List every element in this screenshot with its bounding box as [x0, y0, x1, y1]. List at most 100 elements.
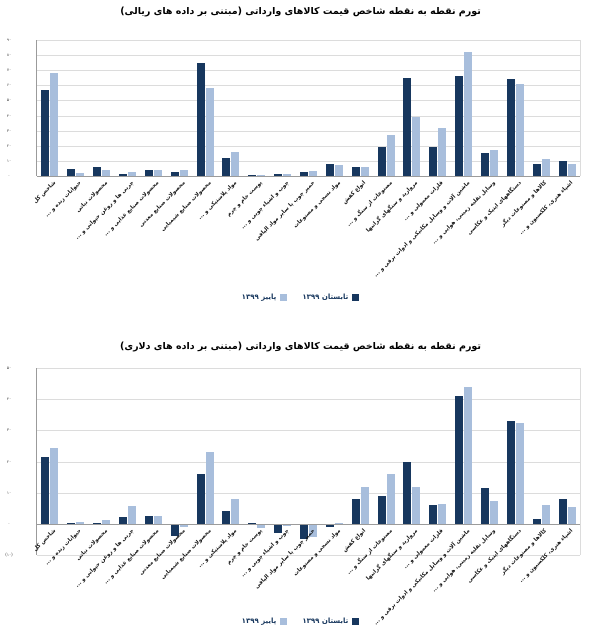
- bar-autumn-c6: [205, 452, 214, 524]
- bar-autumn-c15: [438, 127, 447, 176]
- bar-summer-c19: [532, 519, 541, 524]
- bar-autumn-c16: [464, 386, 473, 524]
- gridline: [37, 70, 580, 72]
- gridline: [37, 85, 580, 87]
- legend-swatch: [280, 617, 288, 625]
- x-category-label: انواع کفش: [342, 528, 368, 554]
- bar-autumn-c2: [102, 169, 111, 176]
- bar-autumn-c17: [490, 149, 498, 176]
- legend-item: تابستان ۱۳۹۹: [302, 617, 360, 625]
- gridline: [37, 40, 580, 41]
- legend: پاییز ۱۳۹۹ تابستان ۱۳۹۹: [0, 617, 601, 625]
- bar-autumn-c18: [515, 83, 524, 176]
- bar-autumn-c8: [257, 525, 266, 528]
- x-category-label: کالاها و مصنوعات دیگر: [500, 528, 549, 576]
- bar-summer-c7: [222, 510, 231, 524]
- chart-dollar-based: تورم نقطه به نقطه شاخص قیمت کالاهای وارد…: [0, 330, 601, 640]
- bar-summer-c4: [144, 515, 153, 524]
- bar-summer-c6: [196, 62, 205, 176]
- bar-summer-c2: [93, 522, 102, 524]
- plot-area: ۰ ۱۰ ۲۰ ۳۰ ۴۰ ۵۰ ۶۰ ۷۰ ۸۰ ۹۰ شاخص کل حیوانات زنده و…: [7, 38, 581, 278]
- bar-summer-c0: [41, 89, 50, 176]
- legend-item: تابستان ۱۳۹۹: [302, 293, 360, 301]
- bar-autumn-c3: [128, 172, 136, 176]
- y-tick-label: ۴۰: [6, 112, 12, 118]
- bar-autumn-c7: [231, 151, 240, 176]
- bar-summer-c8: [248, 523, 257, 524]
- y-tick-label: ۵۰: [6, 365, 12, 370]
- bar-autumn-c12: [360, 166, 369, 176]
- bar-summer-c10: [300, 172, 308, 176]
- gridline: [37, 160, 580, 162]
- y-tick-label: ۱۰: [6, 489, 12, 495]
- y-tick-label: ۸۰: [6, 52, 12, 58]
- bar-summer-c18: [506, 421, 515, 524]
- bar-summer-c16: [455, 76, 464, 176]
- y-tick-label: ۶۰: [6, 82, 12, 88]
- bar-summer-c11: [325, 525, 334, 527]
- legend-item: پاییز ۱۳۹۹: [242, 617, 288, 625]
- gridline: [37, 55, 580, 57]
- bar-summer-c15: [429, 505, 438, 524]
- x-category-label: ماشین آلات و وسایل مکانیکی و ادوات برقی …: [372, 528, 471, 627]
- bar-autumn-c16: [464, 52, 473, 176]
- y-tick-label: ۲۰: [6, 142, 12, 148]
- bar-autumn-c6: [205, 88, 214, 176]
- bar-autumn-c9: [283, 525, 292, 527]
- bar-summer-c7: [222, 157, 231, 176]
- bar-autumn-c12: [360, 486, 369, 524]
- gridline: [37, 461, 580, 463]
- bar-summer-c16: [455, 396, 464, 524]
- chart-rial-based: تورم نقطه به نقطه شاخص قیمت کالاهای وارد…: [7, 6, 581, 301]
- legend-item: پاییز ۱۳۹۹: [242, 293, 288, 301]
- x-category-label: مصنوعات از سنگ و ...: [345, 180, 394, 228]
- bar-summer-c5: [170, 172, 179, 176]
- x-category-label: مواد نسجی و مصنوعات: [292, 180, 342, 230]
- bar-autumn-c10: [309, 170, 317, 176]
- legend-swatch: [352, 617, 360, 625]
- bar-autumn-c14: [412, 486, 421, 524]
- y-tick-label: ۴۰: [6, 396, 12, 402]
- bar-summer-c3: [119, 516, 127, 524]
- bar-autumn-c4: [153, 169, 162, 176]
- bar-autumn-c13: [386, 474, 395, 524]
- bar-autumn-c17: [490, 500, 498, 524]
- bar-summer-c2: [93, 167, 102, 176]
- bar-autumn-c7: [231, 499, 240, 524]
- bar-summer-c4: [144, 169, 153, 176]
- bar-autumn-c0: [50, 73, 59, 176]
- x-category-label: محصولات صنایع معدنی: [138, 180, 187, 229]
- plot-area: (۱۰) ۰ ۱۰ ۲۰ ۳۰ ۴۰ ۵۰ شاخص کل حیوانات زنده و ...…: [5, 366, 581, 626]
- bar-summer-c1: [67, 169, 76, 176]
- gridline: [37, 555, 580, 557]
- gridline: [37, 145, 580, 147]
- x-category-label: اشیاء هنری، کلکسیون و ...: [518, 180, 575, 236]
- bar-autumn-c4: [153, 515, 162, 524]
- gridline: [37, 492, 580, 494]
- legend-swatch: [352, 293, 360, 301]
- bar-autumn-c14: [412, 117, 421, 176]
- bar-summer-c3: [119, 174, 127, 176]
- x-category-label: انواع کفش: [342, 180, 368, 206]
- y-tick-label: ۱۰: [6, 157, 12, 163]
- bar-summer-c11: [325, 164, 334, 176]
- x-category-label: شاخص کل: [32, 180, 58, 205]
- chart-title: تورم نقطه به نقطه شاخص قیمت کالاهای وارد…: [120, 6, 481, 17]
- gridline: [37, 430, 580, 432]
- x-axis-line: [37, 524, 580, 525]
- bar-autumn-c2: [102, 519, 111, 524]
- y-tick-label: ۰: [7, 173, 11, 178]
- plot-right-border: [580, 368, 581, 556]
- bar-autumn-c3: [128, 505, 136, 524]
- bar-summer-c13: [377, 147, 386, 176]
- bar-autumn-c0: [50, 447, 59, 524]
- bar-autumn-c1: [76, 172, 85, 176]
- bar-autumn-c5: [179, 169, 188, 176]
- bar-summer-c12: [351, 499, 360, 524]
- gridline: [37, 100, 580, 102]
- x-category-label: کالاها و مصنوعات دیگر: [500, 180, 549, 228]
- bar-autumn-c15: [438, 504, 447, 524]
- bar-autumn-c19: [541, 159, 550, 176]
- gridline: [37, 399, 580, 401]
